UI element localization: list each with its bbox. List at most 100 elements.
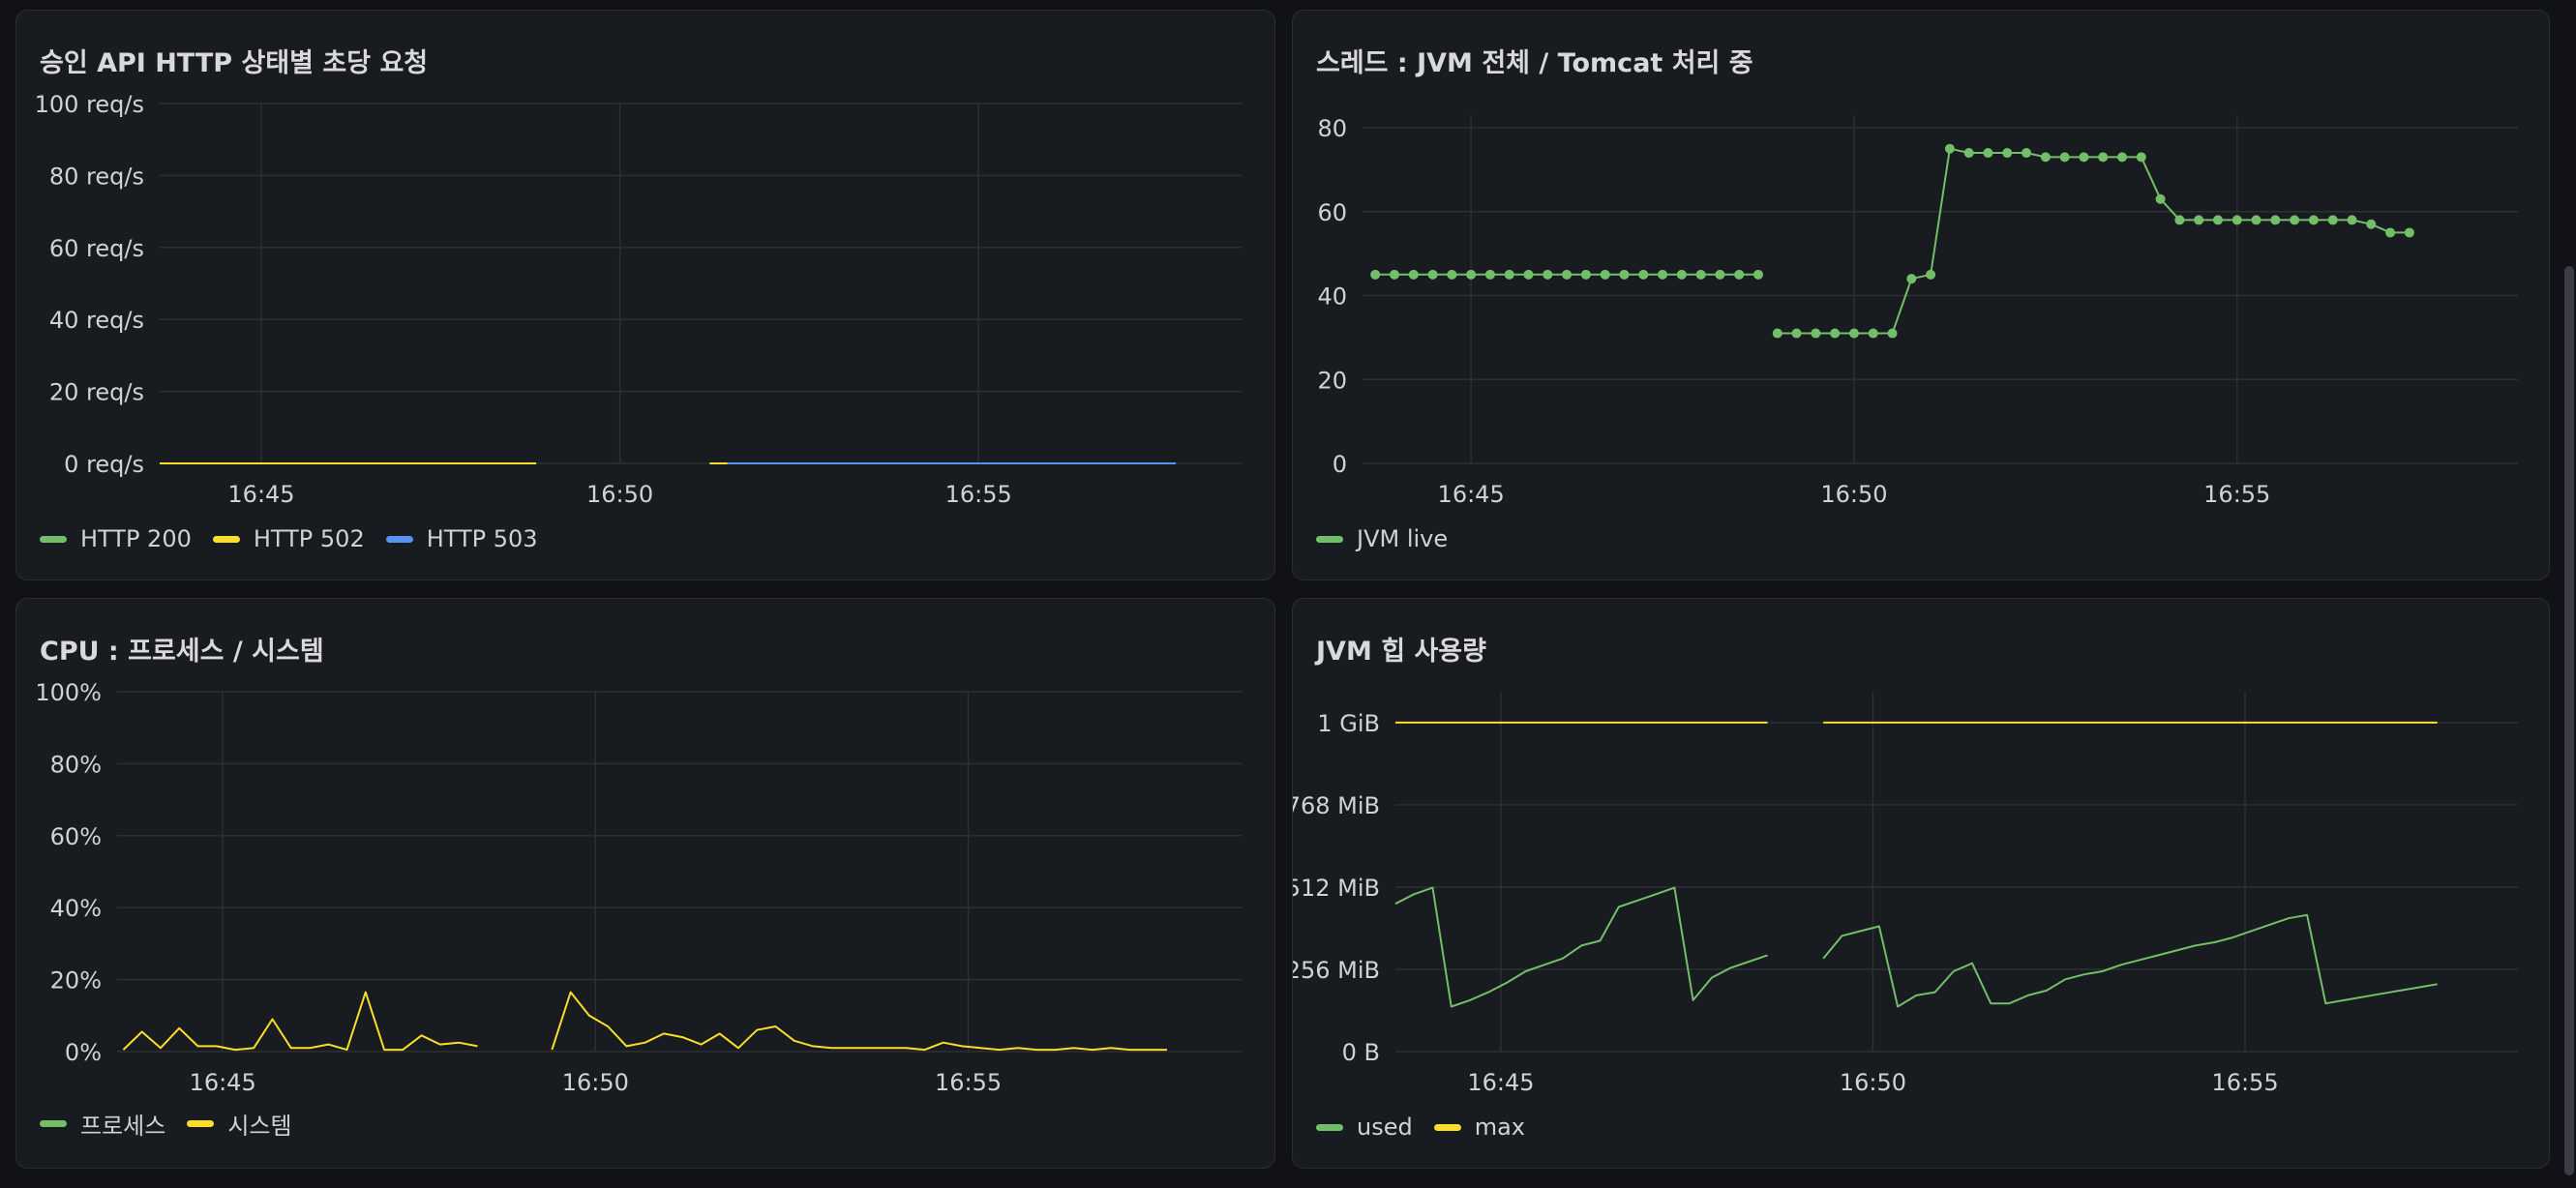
data-point	[2174, 215, 2185, 225]
data-point	[2059, 152, 2070, 163]
y-tick-label: 60	[1317, 199, 1347, 226]
y-tick-label: 60%	[50, 823, 102, 850]
x-tick-label: 16:50	[1840, 1069, 1906, 1096]
y-tick-label: 0%	[65, 1039, 102, 1066]
data-point	[1715, 269, 1725, 280]
series-line	[1394, 886, 1768, 1008]
data-point	[2040, 152, 2051, 163]
data-point	[2251, 215, 2261, 225]
y-tick-label: 80	[1317, 115, 1347, 142]
data-point	[1983, 148, 1993, 159]
panel-http-requests[interactable]: 승인 API HTTP 상태별 초당 요청 0 req/s 20 req/s 40 …	[15, 10, 1275, 580]
series-line	[122, 991, 478, 1052]
x-tick-label: 16:45	[190, 1069, 256, 1096]
legend-item-http-503[interactable]: HTTP 503	[385, 525, 538, 552]
legend-item-max[interactable]: max	[1433, 1114, 1526, 1141]
data-point	[1926, 269, 1936, 280]
data-point	[2404, 227, 2414, 238]
data-point	[2232, 215, 2242, 225]
y-tick-label: 768 MiB	[1293, 792, 1380, 819]
data-point	[1543, 269, 1553, 280]
x-tick-label: 16:55	[2211, 1069, 2278, 1096]
cpu-chart[interactable]: 0% 20% 40% 60% 80% 100% 16:45 16:50 16:55	[16, 599, 1275, 1169]
y-tick-label: 0 B	[1342, 1039, 1380, 1066]
data-point	[1658, 269, 1668, 280]
y-tick-label: 80 req/s	[49, 163, 144, 190]
data-point	[1944, 143, 1955, 154]
y-tick-label: 40	[1317, 283, 1347, 311]
data-point	[1408, 269, 1419, 280]
legend-item-http-502[interactable]: HTTP 502	[212, 525, 365, 552]
legend-label: HTTP 503	[426, 525, 538, 552]
threads-chart[interactable]: 0 20 40 60 80 16:45 16:50 16:55	[1293, 11, 2550, 580]
data-point	[2290, 215, 2300, 225]
legend: used max	[1316, 1114, 1546, 1141]
y-tick-label: 20	[1317, 367, 1347, 394]
http-requests-chart[interactable]: 0 req/s 20 req/s 40 req/s 60 req/s 80 req/s 1…	[16, 11, 1275, 580]
data-point	[1734, 269, 1745, 280]
legend-swatch	[1316, 1123, 1343, 1131]
data-point	[1695, 269, 1706, 280]
data-point	[1523, 269, 1534, 280]
legend-item-jvm-live[interactable]: JVM live	[1316, 525, 1448, 552]
data-point	[2270, 215, 2281, 225]
legend-item-http-200[interactable]: HTTP 200	[40, 525, 192, 552]
data-point	[1868, 328, 1878, 339]
panel-title: 승인 API HTTP 상태별 초당 요청	[40, 48, 429, 78]
data-point	[1887, 328, 1898, 339]
legend-label: 프로세스	[80, 1113, 166, 1140]
y-tick-label: 0	[1333, 451, 1347, 478]
legend-label: JVM live	[1357, 525, 1449, 552]
legend-swatch	[385, 535, 413, 543]
legend-label: used	[1357, 1114, 1413, 1141]
series-line	[551, 991, 1167, 1052]
legend-label: HTTP 502	[253, 525, 365, 552]
data-point	[2327, 215, 2338, 225]
data-point	[2022, 148, 2032, 159]
legend-label: HTTP 200	[80, 525, 192, 552]
data-point	[2002, 148, 2013, 159]
y-tick-label: 512 MiB	[1293, 875, 1380, 902]
data-point	[1466, 269, 1477, 280]
data-point	[1580, 269, 1591, 280]
x-tick-label: 16:50	[562, 1069, 629, 1096]
legend: 프로세스 시스템	[40, 1107, 314, 1141]
panel-title: JVM 힙 사용량	[1316, 637, 1486, 667]
panel-jvm-heap[interactable]: JVM 힙 사용량 0 B 256 MiB 512 MiB 768 MiB 1 GiB 1…	[1292, 598, 2550, 1169]
x-tick-label: 16:50	[1820, 481, 1887, 508]
legend-item-process[interactable]: 프로세스	[40, 1107, 165, 1141]
panel-threads[interactable]: 스레드 : JVM 전체 / Tomcat 처리 중 0 20 40 60 80 16:4…	[1292, 10, 2550, 580]
panel-title: 스레드 : JVM 전체 / Tomcat 처리 중	[1316, 48, 1753, 78]
legend-swatch	[1433, 1123, 1461, 1131]
data-point	[1676, 269, 1687, 280]
data-point	[1791, 328, 1802, 339]
data-point	[1484, 269, 1495, 280]
series-line	[1777, 147, 2410, 335]
y-tick-label: 80%	[50, 751, 102, 778]
x-tick-label: 16:55	[2203, 481, 2270, 508]
panel-cpu[interactable]: CPU : 프로세스 / 시스템 0% 20% 40% 60% 80% 100% 16:45…	[15, 598, 1275, 1169]
data-point	[1811, 328, 1821, 339]
legend-label: max	[1474, 1114, 1526, 1141]
data-point	[2308, 215, 2319, 225]
data-point	[2098, 152, 2109, 163]
legend-swatch	[40, 535, 67, 543]
data-point	[1600, 269, 1610, 280]
legend-item-used[interactable]: used	[1316, 1114, 1413, 1141]
x-tick-label: 16:45	[1438, 481, 1505, 508]
data-point	[1562, 269, 1573, 280]
data-point	[1619, 269, 1630, 280]
data-point	[2079, 152, 2089, 163]
y-tick-label: 20 req/s	[49, 379, 144, 406]
y-tick-label: 256 MiB	[1293, 957, 1380, 984]
page-scrollbar[interactable]	[2564, 266, 2574, 1175]
data-point	[1638, 269, 1649, 280]
jvm-heap-chart[interactable]: 0 B 256 MiB 512 MiB 768 MiB 1 GiB 16:45 16:50 1…	[1293, 599, 2550, 1169]
y-tick-label: 40%	[50, 895, 102, 922]
data-point	[1427, 269, 1438, 280]
data-point	[1963, 148, 1974, 159]
legend-item-system[interactable]: 시스템	[187, 1107, 292, 1141]
panel-title: CPU : 프로세스 / 시스템	[40, 637, 324, 667]
data-point	[2136, 152, 2146, 163]
